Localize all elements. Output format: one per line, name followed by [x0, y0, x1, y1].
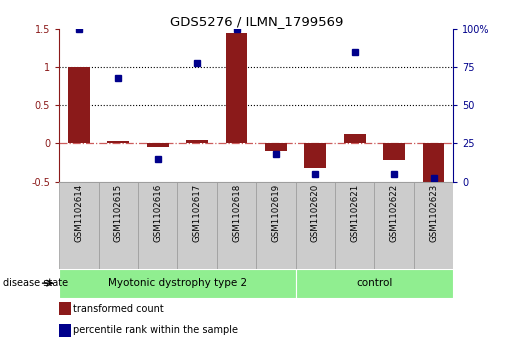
Bar: [344, 134, 366, 143]
Bar: [383, 143, 405, 160]
Bar: [265, 143, 287, 151]
Bar: [414, 182, 453, 269]
Text: GSM1102621: GSM1102621: [350, 184, 359, 242]
Text: GSM1102615: GSM1102615: [114, 184, 123, 242]
Text: GSM1102620: GSM1102620: [311, 184, 320, 242]
Bar: [304, 143, 326, 168]
Text: GSM1102619: GSM1102619: [271, 184, 280, 242]
Bar: [423, 143, 444, 183]
Text: disease state: disease state: [3, 278, 67, 288]
Bar: [226, 33, 247, 143]
Bar: [296, 269, 453, 298]
Bar: [108, 141, 129, 143]
Text: transformed count: transformed count: [74, 303, 164, 314]
Bar: [256, 182, 296, 269]
Text: GSM1102617: GSM1102617: [193, 184, 201, 242]
Bar: [59, 182, 99, 269]
Bar: [296, 182, 335, 269]
Bar: [99, 182, 138, 269]
Text: GSM1102623: GSM1102623: [429, 184, 438, 242]
Bar: [147, 143, 168, 147]
Text: percentile rank within the sample: percentile rank within the sample: [74, 325, 238, 335]
Bar: [68, 67, 90, 143]
Text: control: control: [356, 278, 392, 288]
Bar: [217, 182, 256, 269]
Text: GSM1102618: GSM1102618: [232, 184, 241, 242]
Text: Myotonic dystrophy type 2: Myotonic dystrophy type 2: [108, 278, 247, 288]
Bar: [59, 269, 296, 298]
Title: GDS5276 / ILMN_1799569: GDS5276 / ILMN_1799569: [169, 15, 343, 28]
Bar: [59, 302, 71, 315]
Bar: [59, 324, 71, 337]
Text: GSM1102622: GSM1102622: [390, 184, 399, 242]
Bar: [335, 182, 374, 269]
Bar: [177, 182, 217, 269]
Bar: [138, 182, 177, 269]
Bar: [186, 140, 208, 143]
Text: GSM1102614: GSM1102614: [75, 184, 83, 242]
Bar: [374, 182, 414, 269]
Text: GSM1102616: GSM1102616: [153, 184, 162, 242]
